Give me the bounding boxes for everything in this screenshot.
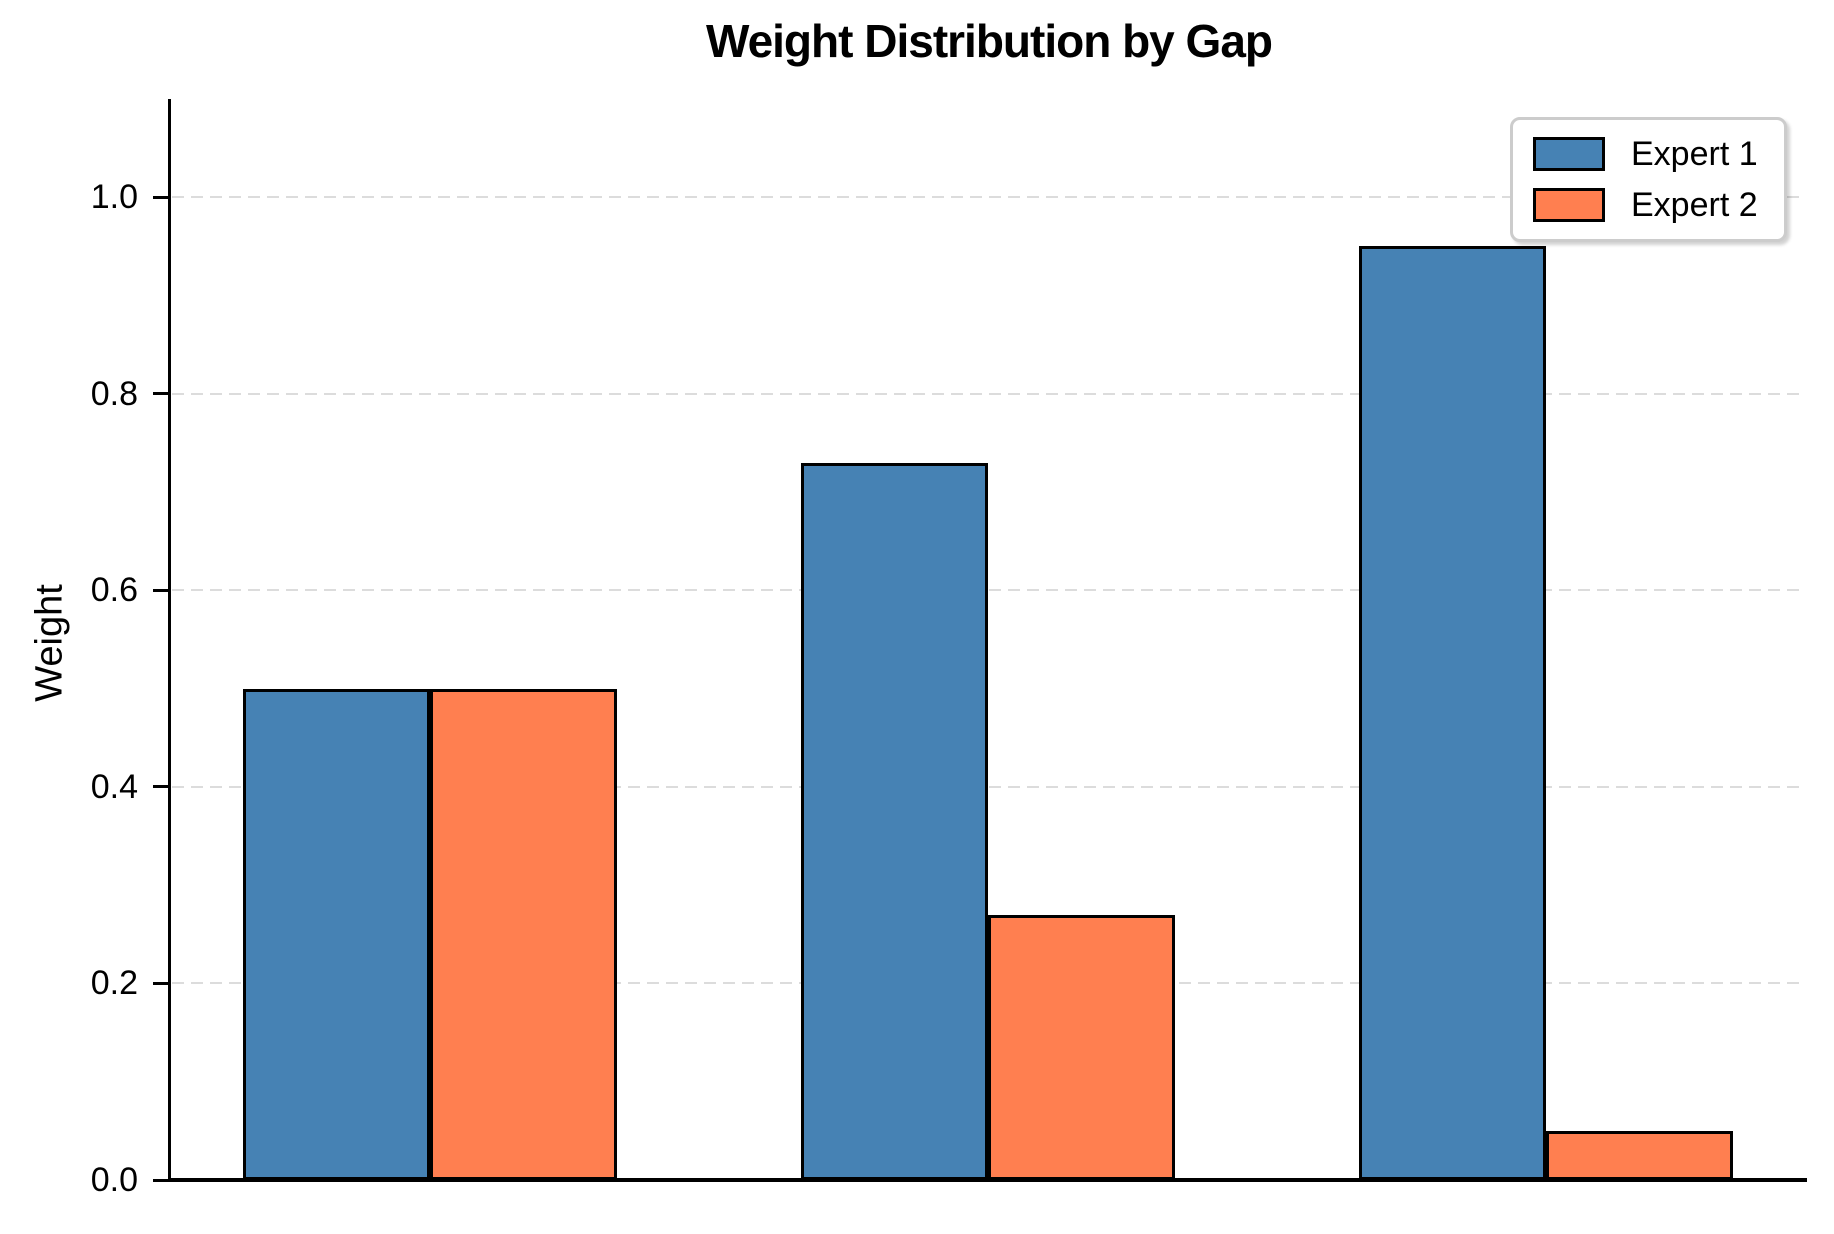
gridline-y-1.0: [172, 196, 1806, 199]
expert-2-color-swatch: [1533, 188, 1605, 222]
y-tick-mark-0.6: [153, 588, 168, 592]
y-axis-spine: [168, 99, 171, 1182]
y-tick-label-0.4: 0.4: [90, 767, 138, 806]
bar-expert-2-group-2: [987, 914, 1175, 1180]
y-tick-mark-0.2: [153, 981, 168, 985]
y-tick-label-0.6: 0.6: [90, 571, 138, 610]
y-tick-label-1.0: 1.0: [90, 178, 138, 217]
gridline-y-0.6: [172, 589, 1806, 592]
legend: Expert 1 Expert 2: [1510, 117, 1787, 242]
plot-area: [171, 99, 1807, 1180]
gridline-y-0.4: [172, 785, 1806, 788]
bar-expert-2-group-3: [1545, 1130, 1733, 1180]
y-tick-label-0.2: 0.2: [90, 964, 138, 1003]
y-tick-mark-0.4: [153, 785, 168, 789]
y-tick-label-0.8: 0.8: [90, 374, 138, 413]
x-axis-spine: [168, 1178, 1807, 1182]
bar-expert-2-group-1: [429, 688, 617, 1180]
legend-label: Expert 1: [1631, 135, 1758, 173]
gridline-y-0.8: [172, 392, 1806, 395]
y-tick-mark-1.0: [153, 195, 168, 199]
y-tick-mark-0.0: [153, 1178, 168, 1182]
legend-item-expert-1: Expert 1: [1533, 136, 1764, 172]
chart-title: Weight Distribution by Gap: [705, 15, 1273, 67]
bar-expert-1-group-3: [1358, 246, 1546, 1180]
expert-1-color-swatch: [1533, 137, 1605, 171]
y-tick-mark-0.8: [153, 392, 168, 396]
bar-expert-1-group-1: [242, 688, 430, 1180]
legend-item-expert-2: Expert 2: [1533, 187, 1764, 223]
bar-expert-1-group-2: [800, 462, 988, 1180]
y-tick-label-0.0: 0.0: [90, 1161, 138, 1199]
legend-label: Expert 2: [1631, 186, 1758, 224]
